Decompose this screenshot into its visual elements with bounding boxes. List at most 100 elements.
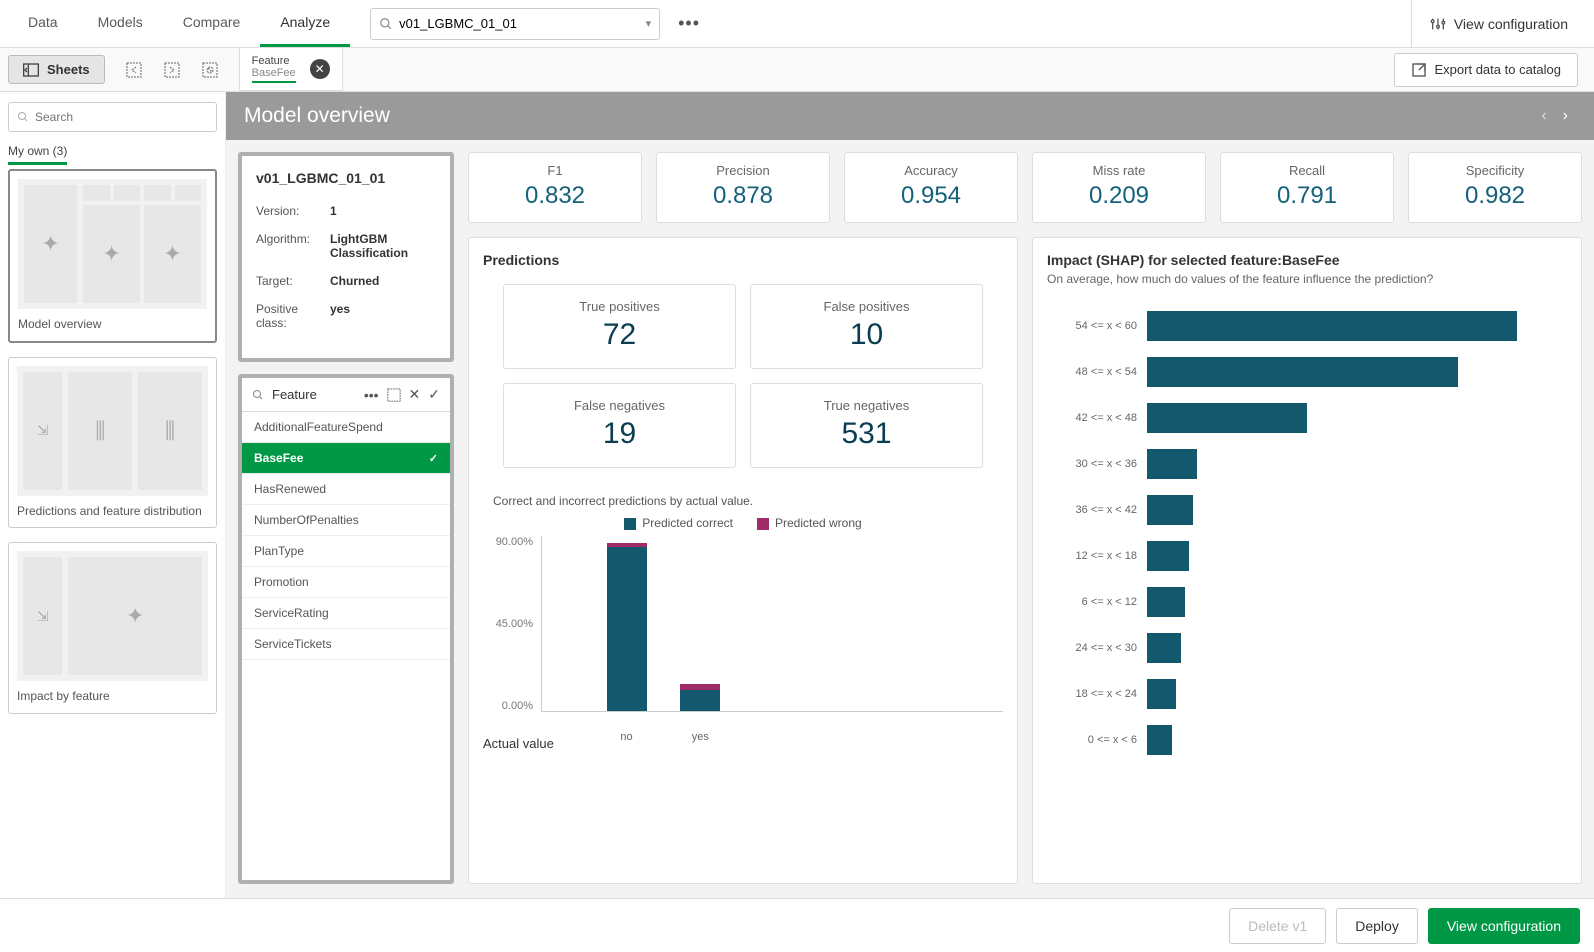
top-tab-compare[interactable]: Compare	[163, 0, 261, 47]
top-tabs: DataModelsCompareAnalyze	[8, 0, 350, 47]
predictions-legend: Predicted correct Predicted wrong	[483, 516, 1003, 530]
feature-panel-more-icon[interactable]: •••	[364, 387, 379, 403]
feature-list-item[interactable]: ServiceRating	[242, 598, 450, 629]
sidebar-own-label: My own (3)	[8, 144, 67, 165]
model-card-row: Target:Churned	[256, 274, 436, 288]
feature-tab-label: Feature	[252, 55, 296, 67]
model-search-combo[interactable]: ▾	[370, 8, 660, 40]
sheets-icon	[23, 63, 39, 77]
page-title: Model overview	[244, 104, 390, 128]
search-icon	[379, 17, 393, 31]
topbar: DataModelsCompareAnalyze ▾ ••• View conf…	[0, 0, 1594, 48]
model-card-row: Positive class:yes	[256, 302, 436, 330]
content: v01_LGBMC_01_01 Version:1Algorithm:Light…	[226, 140, 1594, 896]
sheets-button[interactable]: Sheets	[8, 55, 105, 84]
yaxis-tick: 0.00%	[483, 700, 533, 712]
confusion-cell: True positives72	[503, 284, 736, 369]
feature-panel-title: Feature	[272, 387, 356, 402]
view-configuration-top-button[interactable]: View configuration	[1411, 0, 1586, 47]
sheet-next-button[interactable]: ›	[1555, 107, 1576, 125]
feature-panel-close-icon[interactable]: ✕	[409, 386, 421, 403]
shap-row: 18 <= x < 24	[1047, 674, 1567, 714]
feature-list-item[interactable]: Promotion	[242, 567, 450, 598]
confusion-cell: False positives10	[750, 284, 983, 369]
shap-row: 0 <= x < 6	[1047, 720, 1567, 760]
kpi-card: Specificity0.982	[1408, 152, 1582, 223]
sidebar-search-input[interactable]	[35, 110, 208, 124]
shap-row: 36 <= x < 42	[1047, 490, 1567, 530]
export-label: Export data to catalog	[1435, 62, 1561, 77]
feature-panel-select-icon[interactable]	[387, 388, 401, 402]
model-card: v01_LGBMC_01_01 Version:1Algorithm:Light…	[238, 152, 454, 362]
model-search-input[interactable]	[399, 16, 645, 31]
kpi-row: F10.832Precision0.878Accuracy0.954Miss r…	[468, 152, 1582, 223]
predictions-title: Predictions	[483, 252, 1003, 268]
feature-list-item[interactable]: PlanType	[242, 536, 450, 567]
sheet-thumb[interactable]: ✦✦✦Model overview	[8, 169, 217, 343]
feature-list-item[interactable]: HasRenewed	[242, 474, 450, 505]
footer: Delete v1 Deploy View configuration	[0, 898, 1594, 952]
top-tab-models[interactable]: Models	[78, 0, 163, 47]
predictions-panel: Predictions True positives72False positi…	[468, 237, 1018, 884]
confusion-cell: False negatives19	[503, 383, 736, 468]
yaxis-tick: 90.00%	[483, 536, 533, 548]
shap-row: 6 <= x < 12	[1047, 582, 1567, 622]
shap-row: 42 <= x < 48	[1047, 398, 1567, 438]
more-actions-button[interactable]: •••	[672, 9, 706, 38]
yaxis-tick: 45.00%	[483, 618, 533, 630]
selection-clear-icon[interactable]	[201, 61, 219, 79]
feature-tab-value: BaseFee	[252, 67, 296, 79]
selection-back-icon[interactable]	[125, 61, 143, 79]
predictions-barchart: 90.00%45.00%0.00% noyes	[483, 536, 1003, 736]
shap-row: 24 <= x < 30	[1047, 628, 1567, 668]
shap-row: 48 <= x < 54	[1047, 352, 1567, 392]
main: Model overview ‹ › v01_LGBMC_01_01 Versi…	[226, 92, 1594, 898]
legend-item: Predicted correct	[624, 516, 733, 530]
xaxis-label: yes	[692, 731, 709, 743]
feature-list-item[interactable]: ServiceTickets	[242, 629, 450, 660]
shap-title: Impact (SHAP) for selected feature:BaseF…	[1047, 252, 1567, 268]
top-tab-analyze[interactable]: Analyze	[260, 0, 350, 47]
view-configuration-button[interactable]: View configuration	[1428, 908, 1580, 944]
feature-selection-tab: Feature BaseFee ✕	[239, 48, 343, 91]
sheets-label: Sheets	[47, 62, 90, 77]
sidebar-search[interactable]	[8, 102, 217, 132]
shap-row: 30 <= x < 36	[1047, 444, 1567, 484]
top-tab-data[interactable]: Data	[8, 0, 78, 47]
feature-panel: Feature ••• ✕ ✓ AdditionalFeatureSpendBa…	[238, 374, 454, 884]
sheet-thumb[interactable]: ⇲⫼⫼Predictions and feature distribution	[8, 357, 217, 529]
sliders-icon	[1430, 16, 1446, 32]
shap-row: 54 <= x < 60	[1047, 306, 1567, 346]
xaxis-label: no	[620, 731, 632, 743]
view-config-top-label: View configuration	[1454, 16, 1568, 32]
kpi-card: F10.832	[468, 152, 642, 223]
sidebar: My own (3) ✦✦✦Model overview⇲⫼⫼Predictio…	[0, 92, 226, 898]
feature-tab-close-button[interactable]: ✕	[310, 59, 330, 79]
delete-version-button: Delete v1	[1229, 908, 1326, 944]
predictions-chart-title: Correct and incorrect predictions by act…	[493, 494, 1003, 508]
legend-item: Predicted wrong	[757, 516, 862, 530]
shap-row: 12 <= x < 18	[1047, 536, 1567, 576]
kpi-card: Miss rate0.209	[1032, 152, 1206, 223]
sheet-thumb[interactable]: ⇲✦Impact by feature	[8, 542, 217, 714]
selection-forward-icon[interactable]	[163, 61, 181, 79]
export-data-button[interactable]: Export data to catalog	[1394, 53, 1578, 87]
feature-list-item[interactable]: BaseFee	[242, 443, 450, 474]
sheet-thumb-caption: Model overview	[18, 317, 207, 333]
sheet-thumb-caption: Impact by feature	[17, 689, 208, 705]
feature-list-item[interactable]: NumberOfPenalties	[242, 505, 450, 536]
model-card-row: Version:1	[256, 204, 436, 218]
export-icon	[1411, 62, 1427, 78]
feature-panel-confirm-icon[interactable]: ✓	[428, 386, 440, 403]
feature-list-item[interactable]: AdditionalFeatureSpend	[242, 412, 450, 443]
kpi-card: Precision0.878	[656, 152, 830, 223]
sheet-prev-button[interactable]: ‹	[1533, 107, 1554, 125]
chevron-down-icon[interactable]: ▾	[646, 17, 652, 30]
shap-subtitle: On average, how much do values of the fe…	[1047, 272, 1567, 286]
right-column: F10.832Precision0.878Accuracy0.954Miss r…	[468, 152, 1582, 884]
search-icon	[17, 111, 29, 123]
kpi-card: Recall0.791	[1220, 152, 1394, 223]
confusion-cell: True negatives531	[750, 383, 983, 468]
deploy-button[interactable]: Deploy	[1336, 908, 1418, 944]
model-card-row: Algorithm:LightGBM Classification	[256, 232, 436, 260]
